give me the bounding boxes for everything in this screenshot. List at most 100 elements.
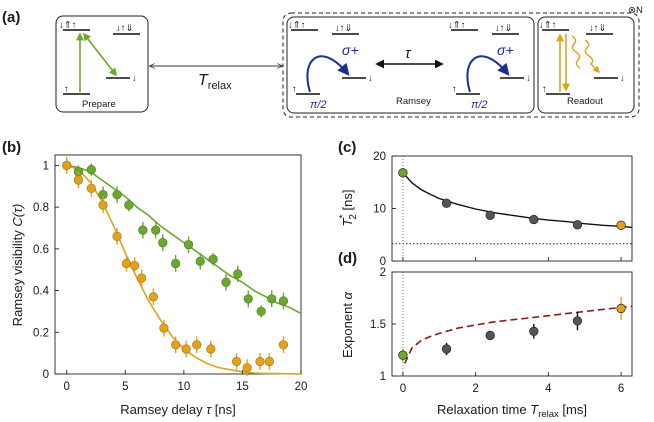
panel-d-point	[441, 344, 452, 354]
prepare-top-left-level: ↓⇑↑	[59, 20, 76, 31]
prepare-top-right-level: ↓↑⇓	[116, 23, 133, 34]
panel-c-point	[529, 214, 539, 225]
panel-b-point-green	[221, 277, 231, 287]
panel-d-label: (d)	[338, 250, 357, 267]
readout-photon-wave-1	[571, 35, 581, 69]
panel-b-point-green	[233, 269, 243, 279]
panel-d-lines	[402, 272, 633, 376]
ramsey-box	[286, 16, 535, 114]
panel-b-point-orange	[121, 258, 132, 269]
panel-b-ylabel: Ramsey visibility C(τ)	[10, 204, 25, 327]
prepare-levels	[63, 29, 140, 95]
panel-d-ticks: 1 1.5 2 0 2 4 6	[370, 267, 624, 395]
ramsey-up-level-2: ↑	[452, 84, 457, 95]
ramsey-down-level-2: ↓	[526, 73, 531, 84]
panel-b-point-orange	[62, 160, 72, 171]
panel-d-frame	[391, 271, 633, 377]
panel-b-point-green	[158, 238, 168, 248]
panel-d-xtick-label: 4	[545, 383, 552, 395]
panel-d-point	[485, 330, 495, 341]
panel-b-xtick-label: 20	[295, 381, 308, 393]
panel-b-point-orange	[137, 273, 147, 283]
panel-c-fit	[402, 172, 633, 229]
panel-c: (c) 0 10 20 T*2 [ns]	[338, 139, 633, 268]
panel-b-point-orange	[112, 231, 122, 241]
repeat-box	[282, 12, 640, 118]
ramsey-down-level-1: ↓	[368, 73, 373, 84]
readout-box	[537, 16, 635, 114]
panel-b-xtick-label: 10	[177, 381, 190, 393]
panel-b: (b) 0 5 10 15 20 0 0.2 0.4 0.6 0.8 1 Ramsey delay …	[2, 139, 307, 417]
panel-c-ytick-label: 20	[373, 151, 386, 163]
prepare-label: Prepare	[82, 99, 116, 110]
prepare-down-level: ↓	[132, 73, 137, 84]
panel-b-point-orange	[264, 356, 274, 367]
panel-c-points	[398, 168, 626, 230]
tau-label: τ	[405, 45, 412, 62]
panel-c-ticks: 0 10 20	[373, 151, 622, 268]
prepare-box	[55, 15, 149, 113]
sigma-plus-label-1: σ+	[342, 42, 359, 58]
panel-b-ytick-label: 0.4	[33, 286, 50, 298]
panel-b-point-orange	[148, 292, 158, 302]
panel-d-points	[398, 296, 626, 362]
panel-b-point-orange	[206, 344, 216, 354]
panel-d-ytick-label: 2	[380, 267, 386, 279]
readout-up-level: ↑	[542, 84, 547, 95]
panel-d-xtick-label: 6	[618, 383, 624, 395]
panel-d-xlabel: Relaxation time Trelax [ms]	[437, 402, 587, 420]
ramsey-top-left-level-1: ↓⇑↑	[288, 20, 305, 31]
panel-b-ytick-label: 0.8	[33, 202, 49, 214]
panel-b-point-orange	[73, 175, 84, 185]
panel-a: (a) ↓⇑↑ ↓↑⇓ ↑ ↓ Prepare Trelax ⊗N	[2, 5, 643, 118]
panel-d-point	[616, 303, 626, 314]
panel-b-frame	[54, 154, 302, 375]
panel-b-point-orange	[86, 183, 96, 193]
ramsey-pulse-arrow-2	[466, 55, 510, 93]
panel-b-point-green	[86, 165, 96, 175]
readout-levels	[542, 29, 618, 95]
pi-half-label-1: π/2	[310, 99, 327, 111]
ramsey-label: Ramsey	[396, 96, 431, 107]
panel-b-point-green	[124, 200, 134, 210]
panel-b-point-orange	[192, 340, 202, 350]
panel-c-lines	[392, 156, 633, 261]
panel-b-point-green	[195, 256, 205, 266]
prepare-up-level: ↑	[64, 84, 69, 95]
panel-d-ytick-label: 1	[380, 371, 386, 383]
panel-b-point-orange	[171, 340, 181, 350]
panel-b-point-green	[278, 296, 289, 306]
panel-d-xtick-label: 0	[400, 383, 406, 395]
panel-d-point	[572, 316, 583, 326]
panel-d-fit	[403, 305, 633, 364]
panel-b-point-orange	[159, 323, 169, 333]
readout-down-level: ↓	[620, 73, 625, 84]
ramsey-top-right-level-2: ↓↑⇓	[495, 23, 512, 34]
panel-b-point-green	[151, 225, 161, 235]
prepare-relax-arrow	[83, 32, 117, 77]
panel-d-xtick-label: 2	[472, 383, 478, 395]
pi-half-label-2: π/2	[471, 99, 488, 111]
panel-b-point-green	[171, 258, 181, 269]
panel-c-ytick-label: 0	[380, 256, 386, 268]
panel-b-xtick-label: 0	[64, 381, 70, 393]
readout-top-right-level: ↓↑⇓	[589, 23, 606, 34]
panel-d-point	[398, 350, 408, 360]
t-relax-label: Trelax	[198, 72, 232, 92]
panel-b-ticks: 0 5 10 15 20 0 0.2 0.4 0.6 0.8 1	[33, 160, 307, 393]
panel-b-ytick-label: 0	[43, 369, 49, 381]
ramsey-up-level-1: ↑	[292, 84, 297, 95]
panel-c-point	[398, 168, 408, 178]
panel-b-points	[62, 157, 289, 377]
panel-b-point-orange	[255, 356, 265, 367]
panel-d: (d) 11.520 2 4 6 Exponent α Relaxation time…	[338, 250, 633, 420]
panel-b-point-green	[267, 294, 277, 304]
panel-c-point	[485, 210, 495, 220]
sigma-plus-label-2: σ+	[497, 42, 514, 58]
panel-b-point-orange	[231, 356, 242, 367]
panel-b-point-green	[138, 225, 148, 235]
panel-d-ylabel: Exponent α	[340, 291, 355, 358]
panel-c-ytick-label: 10	[373, 204, 386, 216]
panel-b-xlabel: Ramsey delay τ [ns]	[120, 402, 235, 417]
panel-b-ytick-label: 1	[43, 160, 49, 172]
